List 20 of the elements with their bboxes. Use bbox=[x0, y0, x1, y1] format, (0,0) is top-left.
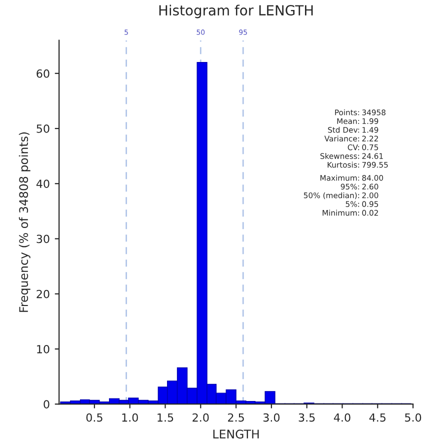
y-tick-label: 40 bbox=[36, 180, 50, 188]
y-tick-label: 60 bbox=[36, 69, 50, 78]
chart-title: Histogram for LENGTH bbox=[159, 4, 313, 18]
x-axis-title: LENGTH bbox=[213, 430, 259, 439]
y-tick-label: 0 bbox=[44, 400, 50, 408]
y-tick-label: 20 bbox=[36, 290, 50, 298]
x-tick-label: 1.5 bbox=[158, 413, 174, 422]
y-axis-title: Frequency (% of 34808 points) bbox=[18, 132, 30, 312]
y-tick-label: 10 bbox=[37, 344, 50, 354]
x-tick-label: 1.0 bbox=[122, 413, 138, 422]
x-tick-label: 3.0 bbox=[263, 413, 280, 422]
x-tick-label: 2.0 bbox=[192, 413, 209, 422]
x-tick-label: 4.0 bbox=[334, 413, 350, 422]
x-tick-label: 2.5 bbox=[228, 413, 244, 422]
x-tick-label: 0.5 bbox=[86, 413, 102, 422]
x-tick-label: 3.5 bbox=[298, 413, 315, 422]
x-tick-label: 5.0 bbox=[405, 413, 422, 422]
y-tick-label: 30 bbox=[36, 234, 50, 244]
x-tick-label: 4.5 bbox=[369, 413, 386, 422]
y-tick-label: 50 bbox=[36, 124, 50, 133]
